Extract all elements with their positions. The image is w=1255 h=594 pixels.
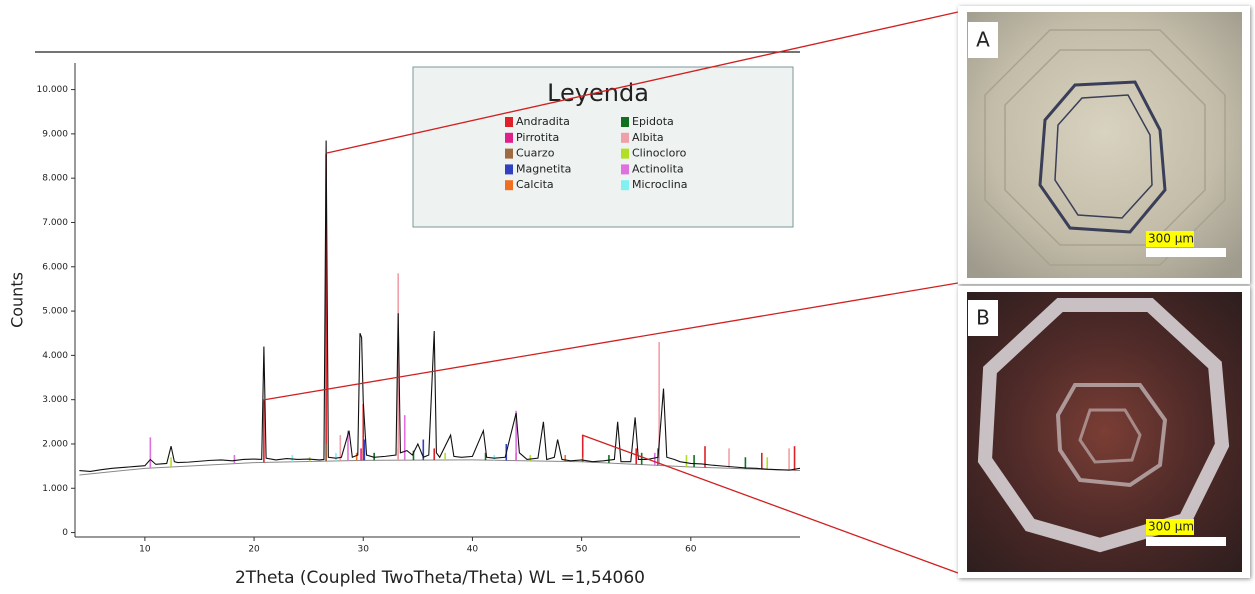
legend-swatch bbox=[621, 148, 629, 159]
legend-swatch bbox=[621, 180, 629, 191]
y-tick-label: 1.000 bbox=[42, 484, 68, 494]
x-tick-label: 20 bbox=[248, 545, 260, 555]
legend-label: Andradita bbox=[516, 115, 570, 128]
y-tick-label: 2.000 bbox=[42, 439, 68, 449]
legend-label: Pirrotita bbox=[516, 131, 559, 144]
scale-label-bg bbox=[1146, 519, 1194, 535]
legend-swatch bbox=[505, 180, 513, 191]
scale-bar bbox=[1146, 248, 1226, 257]
panel-a: A 300 µm bbox=[958, 6, 1250, 284]
connector bbox=[581, 434, 959, 574]
legend-label: Epidota bbox=[632, 115, 674, 128]
y-tick-label: 7.000 bbox=[42, 218, 68, 228]
legend-swatch bbox=[505, 132, 513, 143]
y-tick-label: 0 bbox=[62, 528, 68, 538]
legend-swatch bbox=[621, 132, 629, 143]
legend-label: Cuarzo bbox=[516, 147, 555, 160]
connector bbox=[262, 282, 959, 401]
legend-label: Actinolita bbox=[632, 162, 684, 175]
zoning bbox=[977, 298, 1230, 553]
y-axis-label: Counts bbox=[8, 272, 27, 328]
y-tick-label: 5.000 bbox=[42, 307, 68, 317]
x-tick-label: 60 bbox=[685, 545, 697, 555]
y-tick-label: 3.000 bbox=[42, 395, 68, 405]
micrograph bbox=[967, 292, 1242, 572]
y-tick-label: 6.000 bbox=[42, 262, 68, 272]
label-box bbox=[968, 300, 998, 336]
legend: Andradita Pirrotita Cuarzo Magnetita Calcita… bbox=[505, 115, 687, 191]
scale-label-bg bbox=[1146, 231, 1194, 247]
legend-swatch bbox=[505, 164, 513, 175]
legend-label: Clinocloro bbox=[632, 147, 687, 160]
inner-ring bbox=[1038, 80, 1167, 234]
label-box bbox=[968, 22, 998, 58]
x-tick-label: 10 bbox=[139, 545, 151, 555]
legend-label: Microclina bbox=[632, 178, 687, 191]
legend-label: Albita bbox=[632, 131, 664, 144]
legend-label: Magnetita bbox=[516, 162, 571, 175]
legend-swatch bbox=[505, 148, 513, 159]
panel-b: B 300 µm bbox=[958, 286, 1250, 578]
y-tick-label: 10.000 bbox=[37, 85, 69, 95]
panel-label: A bbox=[976, 28, 990, 52]
legend-label: Calcita bbox=[516, 178, 554, 191]
y-tick-label: 4.000 bbox=[42, 351, 68, 361]
scale-label: 300 µm bbox=[1148, 232, 1194, 246]
connector bbox=[326, 11, 959, 154]
background-curve bbox=[79, 459, 801, 476]
legend-box bbox=[412, 66, 794, 228]
scale-bar bbox=[1146, 537, 1226, 546]
micrograph bbox=[967, 12, 1242, 278]
legend-swatch bbox=[621, 117, 629, 127]
x-axis-label: 2Theta (Coupled TwoTheta/Theta) WL =1,54… bbox=[235, 568, 645, 588]
y-tick-label: 8.000 bbox=[42, 174, 68, 184]
panel-label: B bbox=[976, 306, 990, 330]
connectors bbox=[262, 11, 959, 574]
legend-swatch bbox=[621, 164, 629, 175]
x-tick-label: 30 bbox=[358, 545, 370, 555]
x-tick-label: 50 bbox=[576, 545, 588, 555]
scale-label: 300 µm bbox=[1148, 520, 1194, 534]
legend-swatch bbox=[505, 117, 513, 127]
y-tick-label: 9.000 bbox=[42, 129, 68, 139]
x-tick-label: 40 bbox=[467, 545, 479, 555]
